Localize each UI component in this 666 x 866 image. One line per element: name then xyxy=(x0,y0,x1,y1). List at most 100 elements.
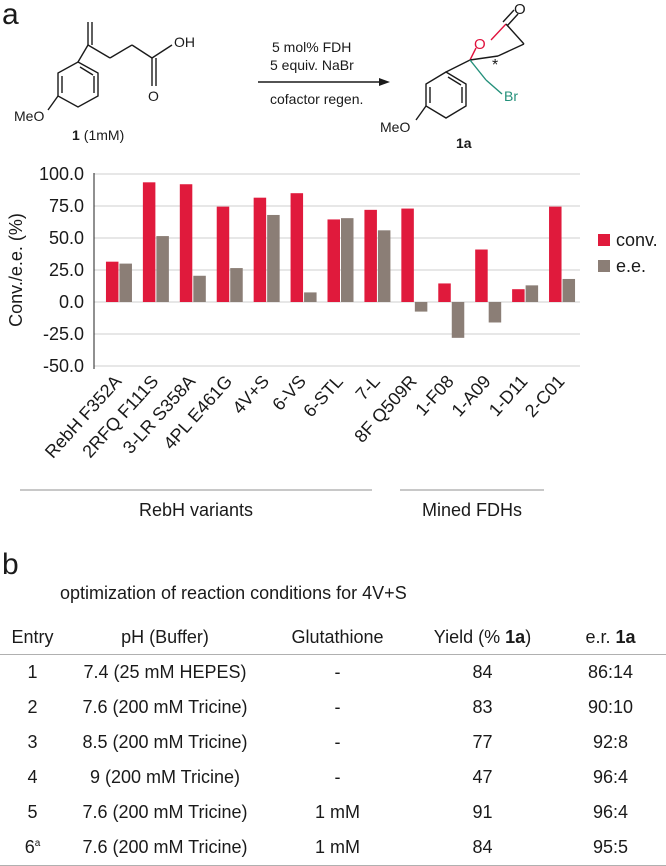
y-tick-label: 0.0 xyxy=(59,292,84,312)
cell-glutathione: 1 mM xyxy=(315,802,360,822)
product-structure xyxy=(415,9,525,121)
cell-yield: 83 xyxy=(472,697,493,717)
cell-ph: 9 (200 mM Tricine) xyxy=(89,767,241,787)
bar-ee xyxy=(414,302,428,312)
bar-conv xyxy=(512,289,525,302)
x-tick-label: 7-L xyxy=(352,371,384,404)
cell-yield: 47 xyxy=(472,767,493,787)
cell-yield: 91 xyxy=(472,802,493,822)
substrate-meo: MeO xyxy=(14,108,44,124)
bar-conv xyxy=(105,261,119,302)
product-carbonyl-oxygen: O xyxy=(514,1,526,18)
bar-ee xyxy=(377,230,391,302)
y-tick-label: 50.0 xyxy=(49,228,84,248)
table-header-row: Entry pH (Buffer) Glutathione Yield (% 1… xyxy=(0,620,666,655)
cell-er: 95:5 xyxy=(555,830,666,866)
substrate-carbonyl-o: O xyxy=(148,88,159,104)
cell-glutathione: - xyxy=(334,662,341,682)
header-er-compound: 1a xyxy=(615,626,636,647)
table-title: optimization of reaction conditions for … xyxy=(60,583,407,603)
reaction-arrowhead xyxy=(379,78,390,86)
y-axis-label: Conv./e.e. (%) xyxy=(6,213,26,327)
group-label: RebH variants xyxy=(139,500,253,520)
header-yield-prefix: Yield (% xyxy=(433,626,506,647)
header-yield: Yield (% 1a) xyxy=(410,620,555,655)
bar-conv xyxy=(475,249,488,302)
table-row: 6a 7.6 (200 mM Tricine) 1 mM 84 95:5 xyxy=(0,830,666,866)
panel-b-label: b xyxy=(2,548,19,581)
product-stereocenter-mark: * xyxy=(492,57,498,74)
cell-glutathione: 1 mM xyxy=(265,830,410,866)
bar-ee xyxy=(451,302,465,338)
bar-conv xyxy=(179,184,193,302)
header-er-prefix: e.r. xyxy=(585,626,616,647)
cell-glutathione: - xyxy=(334,697,341,717)
header-ph: pH (Buffer) xyxy=(65,620,265,655)
cell-ph: 7.6 (200 mM Tricine) xyxy=(65,830,265,866)
bar-conv xyxy=(216,206,230,302)
category-groups: RebH variants Mined FDHs xyxy=(20,489,544,520)
cell-entry: 3 xyxy=(27,732,38,752)
bar-conv xyxy=(327,219,340,302)
bar-conv xyxy=(401,208,414,302)
y-tick-label: 100.0 xyxy=(39,164,84,184)
bar-ee xyxy=(267,214,280,302)
legend-label: e.e. xyxy=(616,256,646,276)
cell-glutathione: - xyxy=(334,732,341,752)
table-row: 1 7.4 (25 mM HEPES) - 84 86:14 xyxy=(0,655,666,691)
legend: conv. e.e. xyxy=(598,230,658,276)
cell-entry: 5 xyxy=(27,802,38,822)
substrate-label: 1 (1mM) xyxy=(72,127,124,143)
condition-2: 5 equiv. NaBr xyxy=(270,57,354,73)
cell-ph: 7.4 (25 mM HEPES) xyxy=(83,662,247,682)
bar-conv xyxy=(290,193,304,302)
cell-yield: 84 xyxy=(472,662,493,682)
header-yield-suffix: ) xyxy=(525,626,532,647)
bar-ee xyxy=(525,285,539,302)
bars xyxy=(105,182,576,338)
bar-conv xyxy=(364,209,377,302)
reaction-scheme: OH O MeO 1 (1mM) 5 mol% FDH 5 equiv. NaBr… xyxy=(14,1,526,151)
y-tick-labels: 100.0 75.0 50.0 25.0 0.0 -25.0 -50.0 xyxy=(39,164,84,376)
bar-conv xyxy=(253,197,267,302)
cell-entry: 6a xyxy=(0,830,65,866)
table-row: 5 7.6 (200 mM Tricine) 1 mM 91 96:4 xyxy=(0,795,666,830)
conditions-table: Entry pH (Buffer) Glutathione Yield (% 1… xyxy=(0,620,666,866)
x-tick-label: 1-D11 xyxy=(485,371,532,420)
table-row: 2 7.6 (200 mM Tricine) - 83 90:10 xyxy=(0,690,666,725)
panel-a-label: a xyxy=(2,0,19,31)
x-tick-label: 1-F08 xyxy=(411,371,457,419)
substrate-concentration: (1mM) xyxy=(84,127,124,143)
y-tick-label: 25.0 xyxy=(49,260,84,280)
y-tick-label: 75.0 xyxy=(49,196,84,216)
cell-entry: 1 xyxy=(27,662,38,682)
legend-swatch xyxy=(598,234,610,246)
bar-ee xyxy=(230,268,243,302)
cell-glutathione: - xyxy=(334,767,341,787)
bar-conv xyxy=(142,182,156,302)
bar-ee xyxy=(119,263,132,302)
bar-conv xyxy=(549,206,562,302)
cell-er: 96:4 xyxy=(592,802,629,822)
bar-ee xyxy=(304,292,317,302)
cell-entry: 2 xyxy=(27,697,38,717)
header-yield-compound: 1a xyxy=(505,626,526,647)
bar-chart: 100.0 75.0 50.0 25.0 0.0 -25.0 -50.0 RebH F352… xyxy=(6,164,658,520)
header-glutathione: Glutathione xyxy=(265,620,410,655)
y-tick-label: -50.0 xyxy=(43,356,84,376)
header-entry: Entry xyxy=(0,620,65,655)
cell-ph: 7.6 (200 mM Tricine) xyxy=(82,697,248,717)
cell-entry: 4 xyxy=(27,767,38,787)
cell-ph: 8.5 (200 mM Tricine) xyxy=(82,732,248,752)
substrate-structure xyxy=(47,22,173,111)
bar-conv xyxy=(438,283,451,302)
y-tick-label: -25.0 xyxy=(43,324,84,344)
bar-ee xyxy=(193,275,206,302)
product-meo: MeO xyxy=(380,119,410,135)
cell-er: 90:10 xyxy=(587,697,634,717)
x-tick-label: 4V+S xyxy=(228,371,273,417)
x-tick-label: 6-STL xyxy=(299,371,347,421)
cell-er: 92:8 xyxy=(592,732,629,752)
cell-er: 96:4 xyxy=(592,767,629,787)
